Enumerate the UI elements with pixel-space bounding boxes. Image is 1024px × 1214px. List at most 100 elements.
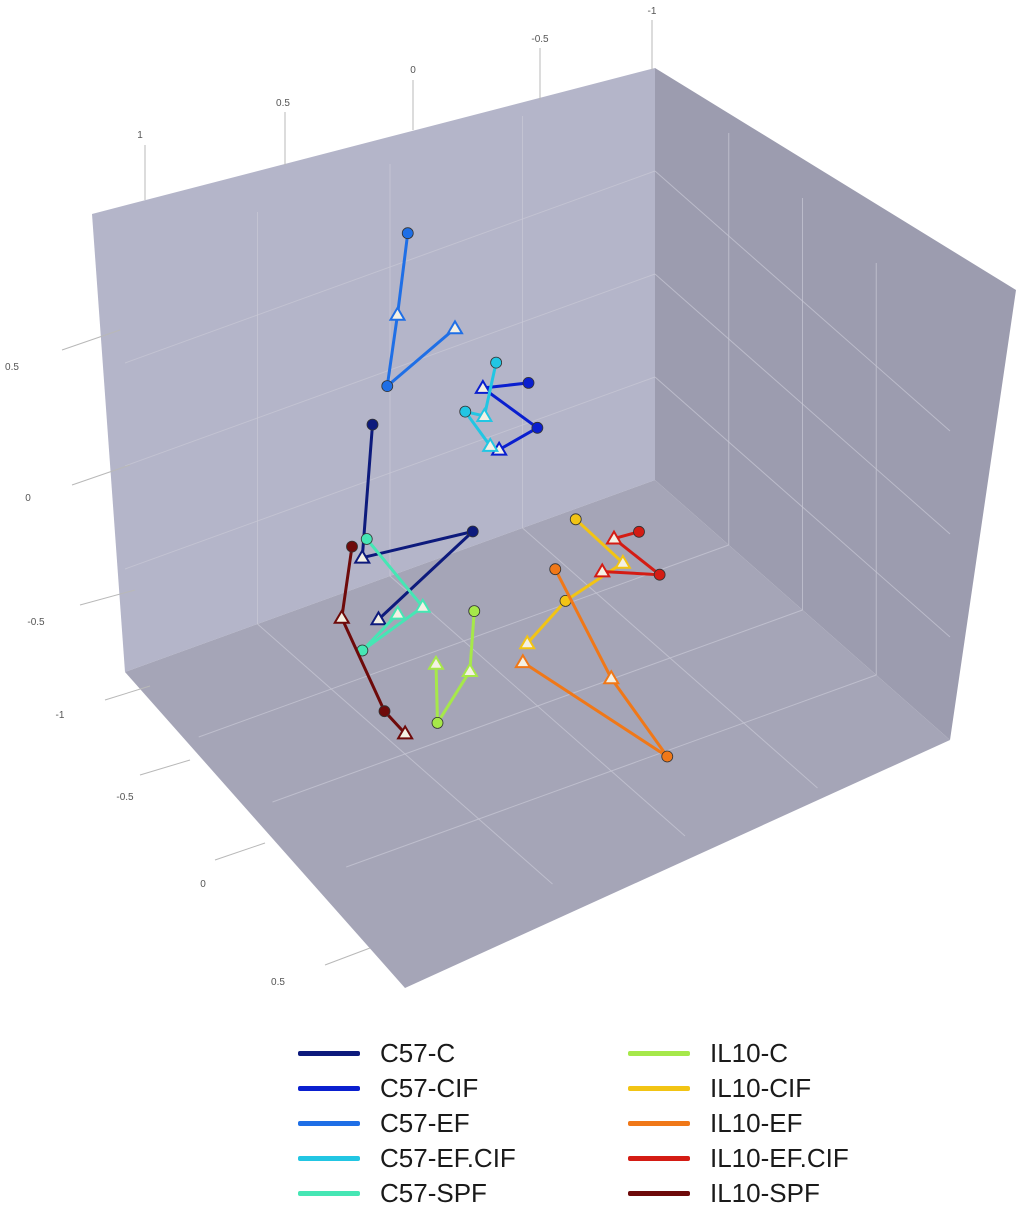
z-tick-mark (324, 947, 371, 966)
y-tick-label: 0.5 (5, 362, 19, 373)
data-point (431, 717, 444, 729)
data-point (366, 418, 379, 431)
data-point (346, 540, 358, 553)
legend-swatch (298, 1156, 360, 1161)
data-point (401, 227, 414, 240)
data-point-triangle (446, 319, 464, 335)
y-tick-mark (104, 685, 151, 701)
data-point-triangle (388, 305, 407, 321)
data-point-triangle (461, 662, 479, 677)
z-tick-label: 0 (200, 879, 206, 890)
series-line (602, 530, 662, 577)
series-line (360, 424, 475, 621)
data-point (522, 376, 535, 389)
data-point (569, 513, 582, 526)
y-tick-mark (79, 589, 136, 606)
series-line (481, 381, 539, 452)
legend-swatch (298, 1121, 360, 1126)
legend-item-c57-spf[interactable]: C57-SPF (298, 1176, 628, 1211)
series-il10-ef (514, 563, 674, 763)
legend-swatch (298, 1051, 360, 1056)
legend-swatch (628, 1086, 690, 1091)
legend-item-c57-ef-cif[interactable]: C57-EF.CIF (298, 1141, 628, 1176)
data-point (459, 405, 472, 418)
y-tick-label: -0.5 (27, 617, 45, 628)
z-tick-mark (214, 842, 266, 861)
legend-label: IL10-C (710, 1038, 789, 1068)
legend-item-c57-c[interactable]: C57-C (298, 1036, 628, 1071)
y-tick-label: 0 (25, 493, 31, 504)
series-line (360, 538, 425, 652)
series-line (385, 233, 456, 388)
legend-swatch (298, 1191, 360, 1196)
data-point-triangle (369, 610, 388, 626)
z-tick-label: 0.5 (271, 977, 285, 988)
data-point-triangle (353, 548, 371, 564)
legend-item-il10-spf[interactable]: IL10-SPF (628, 1176, 858, 1211)
data-point-triangle (518, 634, 536, 650)
grid-line (257, 623, 553, 885)
legend-swatch (628, 1121, 690, 1126)
series-c57-spf (356, 533, 432, 657)
x-tick-label: 1 (137, 130, 143, 141)
data-point (360, 533, 373, 545)
z-tick-label: -0.5 (116, 792, 134, 803)
y-tick-mark (61, 329, 121, 351)
x-tick-label: -0.5 (531, 34, 549, 45)
data-point (661, 750, 674, 763)
data-point-triangle (614, 553, 632, 569)
legend-label: IL10-SPF (710, 1178, 820, 1208)
legend-label: C57-EF.CIF (380, 1143, 516, 1173)
x-axis-tick-labels: -1 -0.5 0 0.5 1 (137, 6, 657, 141)
data-point-triangle (593, 562, 611, 578)
grid-line (654, 170, 951, 432)
grid-line (346, 674, 877, 868)
legend-item-il10-cif[interactable]: IL10-CIF (628, 1071, 858, 1106)
series-il10-c (427, 605, 481, 729)
data-point-triangle (514, 653, 532, 669)
data-point-triangle (481, 437, 499, 452)
data-point-triangle (389, 604, 407, 620)
legend-label: C57-EF (380, 1108, 470, 1138)
series-line (463, 362, 498, 447)
series-c57-c (353, 418, 479, 626)
series-c57-ef-cif (459, 356, 503, 452)
series-line (522, 568, 669, 758)
data-point (531, 421, 544, 434)
series-il10-spf (333, 540, 414, 740)
data-point (468, 605, 481, 617)
data-point-triangle (475, 407, 494, 422)
x-tick-label: -1 (648, 6, 657, 17)
legend-item-c57-ef[interactable]: C57-EF (298, 1106, 628, 1141)
y-axis-tick-labels: 0.5 0 -0.5 -1 (5, 362, 65, 721)
legend-label: C57-SPF (380, 1178, 487, 1208)
legend-label: IL10-CIF (710, 1073, 812, 1103)
chart-plot: -1 -0.5 0 0.5 1 0.5 0 -0.5 -1 -0.5 0 0.5 (5, 6, 1016, 988)
series-il10-cif (518, 513, 632, 650)
data-point (653, 568, 666, 581)
legend-swatch (628, 1191, 690, 1196)
legend-swatch (628, 1051, 690, 1056)
series-line (340, 546, 407, 735)
data-series (333, 227, 674, 763)
series-line (526, 518, 625, 645)
data-point-triangle (333, 608, 351, 624)
data-point (381, 380, 394, 393)
legend-swatch (298, 1086, 360, 1091)
legend-item-il10-ef-cif[interactable]: IL10-EF.CIF (628, 1141, 858, 1176)
series-c57-ef (381, 227, 464, 393)
legend-label: C57-C (380, 1038, 456, 1068)
legend-label: C57-CIF (380, 1073, 479, 1103)
data-point (378, 705, 391, 718)
data-point-triangle (427, 654, 445, 670)
legend-item-c57-cif[interactable]: C57-CIF (298, 1071, 628, 1106)
legend-item-il10-ef[interactable]: IL10-EF (628, 1106, 858, 1141)
grid-line (124, 170, 656, 364)
data-point (633, 525, 645, 538)
grid-lines (124, 116, 951, 885)
x-tick-label: 0 (410, 65, 416, 76)
legend: C57-C IL10-C C57-CIF IL10-CIF C57-EF IL1… (298, 1036, 858, 1211)
legend-label: IL10-EF.CIF (710, 1143, 849, 1173)
legend-item-il10-c[interactable]: IL10-C (628, 1036, 858, 1071)
z-axis-tick-labels: -0.5 0 0.5 (116, 792, 285, 988)
